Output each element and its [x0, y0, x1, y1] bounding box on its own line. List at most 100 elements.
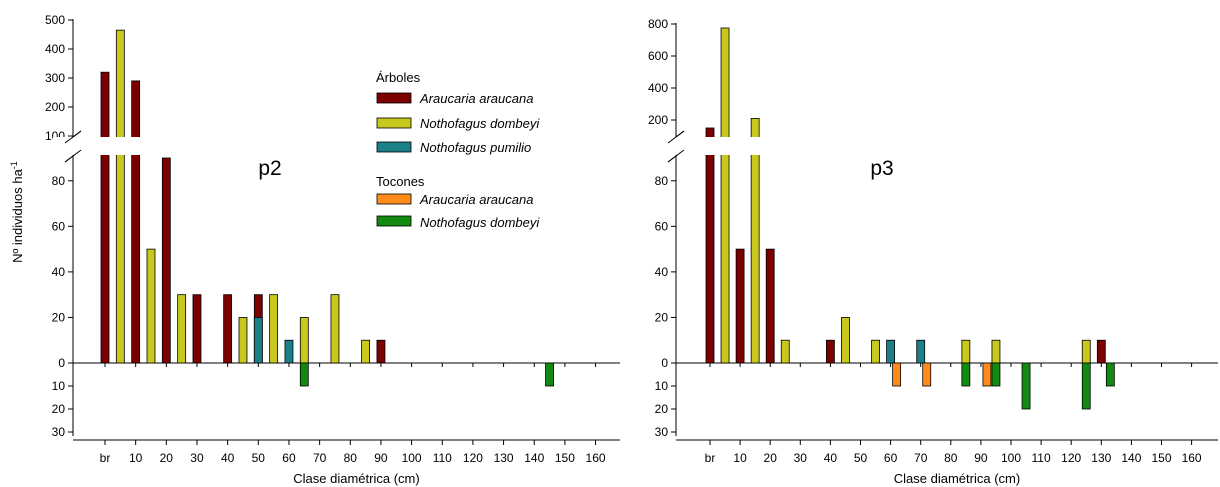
p3-x-tick-label: 80 — [944, 451, 958, 465]
p2-x-tick-label: 150 — [555, 451, 575, 465]
p3-y-tick-label: 10 — [655, 379, 669, 393]
p3-x-tick-label: br — [705, 451, 716, 465]
p3-y-tick-label: 80 — [655, 174, 669, 188]
p2-x-tick-label: 60 — [282, 451, 296, 465]
p2-axis-break-mark — [64, 149, 82, 163]
p3-x-tick-label: 40 — [824, 451, 838, 465]
p3-x-axis-title: Clase diamétrica (cm) — [894, 471, 1020, 486]
p2-bar-dombeyi-tree — [269, 294, 279, 364]
p3-bar-dombeyi-tree — [961, 339, 971, 364]
legend-stumps-heading: Tocones — [376, 174, 425, 189]
p3-bar-dombeyi-stump — [961, 362, 971, 387]
panel-p2: 100 200 300 400 500 0 20 40 60 80 10 20 30 br 10 20 30 40… — [45, 13, 620, 486]
p2-bar-araucaria-tree — [161, 157, 171, 364]
legend-swatch-pumilio-tree — [376, 141, 412, 153]
p3-bar-araucaria-tree — [826, 339, 835, 364]
p2-y-tick-label: 20 — [52, 402, 66, 416]
p2-bar-araucaria-tree — [192, 294, 202, 364]
p2-bar-araucaria-tree — [131, 80, 141, 364]
p2-y-tick-label: 200 — [45, 100, 65, 114]
p2-bar-dombeyi-tree — [177, 294, 187, 364]
p3-bar-araucaria-tree — [1096, 339, 1106, 364]
p2-bar-araucaria-tree — [223, 294, 233, 364]
legend-trees-heading: Árboles — [376, 70, 421, 85]
p2-bar-dombeyi-tree — [238, 317, 248, 364]
legend-label-dombeyi-stump: Nothofagus dombeyi — [420, 215, 540, 230]
p2-y-tick-label: 400 — [45, 42, 65, 56]
y-axis-label-main: Nº individuos ha — [10, 168, 25, 262]
p3-bar-araucaria-tree — [735, 248, 745, 364]
p3-y-tick-label: 600 — [648, 49, 668, 63]
p2-bar-dombeyi-stump — [545, 362, 554, 387]
p3-x-tick-label: 140 — [1121, 451, 1141, 465]
p3-bar-araucaria-tree — [765, 248, 775, 364]
p2-x-tick-label: 30 — [190, 451, 204, 465]
p2-x-tick-label: br — [100, 451, 111, 465]
p3-bar-dombeyi-stump — [1021, 362, 1031, 410]
p3-x-tick-label: 160 — [1182, 451, 1202, 465]
legend-label-pumilio-tree: Nothofagus pumilio — [420, 140, 531, 155]
p2-x-tick-label: 10 — [129, 451, 143, 465]
p3-x-tick-label: 70 — [914, 451, 928, 465]
p3-bar-dombeyi-tree — [841, 317, 850, 364]
p3-bar-dombeyi-tree — [1081, 339, 1091, 364]
p3-x-tick-label: 20 — [764, 451, 778, 465]
y-axis-label: Nº individuos ha-1 — [9, 161, 25, 263]
p3-bar-dombeyi-tree — [780, 339, 790, 364]
p2-y-tick-label: 300 — [45, 71, 65, 85]
p2-x-tick-label: 110 — [433, 451, 452, 465]
p3-bar-araucaria-tree — [705, 127, 715, 364]
p2-y-tick-label: 0 — [58, 356, 65, 370]
p3-x-tick-label: 60 — [884, 451, 898, 465]
p2-x-tick-label: 120 — [463, 451, 483, 465]
p3-y-tick-label: 30 — [655, 425, 669, 439]
p2-y-tick-label: 10 — [52, 379, 66, 393]
p2-x-tick-label: 20 — [160, 451, 174, 465]
legend: Árboles Araucaria araucana Nothofagus do… — [376, 70, 540, 230]
p3-bar-pumilio-tree — [916, 339, 926, 364]
p3-bar-araucaria-stump — [892, 362, 902, 387]
p2-x-tick-label: 90 — [374, 451, 388, 465]
p2-x-tick-label: 160 — [586, 451, 606, 465]
p3-bar-dombeyi-stump — [991, 362, 1001, 387]
legend-swatch-dombeyi-stump — [376, 215, 412, 227]
p3-x-tick-label: 130 — [1091, 451, 1111, 465]
p2-y-tick-label: 30 — [52, 425, 66, 439]
p3-x-tick-label: 100 — [1001, 451, 1021, 465]
p2-bar-araucaria-tree — [100, 71, 110, 364]
p3-y-tick-label: 20 — [655, 402, 669, 416]
panel-p3: 200 400 600 800 0 20 40 60 80 10 20 30 br 10 20 30 40 50 6… — [648, 17, 1218, 486]
p2-x-tick-label: 70 — [313, 451, 327, 465]
p3-y-tick-label: 60 — [655, 219, 669, 233]
p2-bar-pumilio-tree — [284, 339, 294, 364]
p3-y-tick-label: 0 — [661, 356, 668, 370]
p2-bar-dombeyi-tree — [330, 294, 340, 364]
p2-x-tick-label: 80 — [344, 451, 358, 465]
p2-x-tick-label: 130 — [494, 451, 514, 465]
p2-y-tick-label: 40 — [52, 265, 66, 279]
p3-x-tick-label: 150 — [1151, 451, 1171, 465]
legend-label-dombeyi-tree: Nothofagus dombeyi — [420, 116, 540, 131]
p3-y-tick-label: 20 — [655, 310, 669, 324]
p3-bar-dombeyi-tree — [991, 339, 1001, 364]
p2-y-tick-label: 80 — [52, 174, 66, 188]
p3-axis-break-mark — [667, 149, 685, 163]
p2-bar-araucaria-tree — [376, 339, 386, 364]
legend-swatch-dombeyi-tree — [376, 117, 412, 129]
legend-swatch-araucaria-tree — [376, 92, 412, 104]
p3-panel-label: p3 — [870, 157, 893, 180]
p3-y-tick-label: 800 — [648, 17, 668, 31]
p2-x-axis-title: Clase diamétrica (cm) — [293, 471, 419, 486]
p2-x-tick-label: 50 — [252, 451, 266, 465]
p3-x-tick-label: 110 — [1032, 451, 1051, 465]
p3-y-tick-label: 400 — [648, 81, 668, 95]
p2-y-tick-label: 20 — [52, 310, 66, 324]
p3-bar-pumilio-tree — [886, 339, 895, 364]
legend-label-araucaria-stump: Araucaria araucana — [419, 192, 533, 207]
p3-axis-break-mark — [667, 130, 685, 144]
p3-y-tick-label: 200 — [648, 113, 668, 127]
p2-x-tick-label: 100 — [402, 451, 422, 465]
p3-axis-break-gap — [656, 137, 836, 155]
p2-x-tick-label: 40 — [221, 451, 235, 465]
